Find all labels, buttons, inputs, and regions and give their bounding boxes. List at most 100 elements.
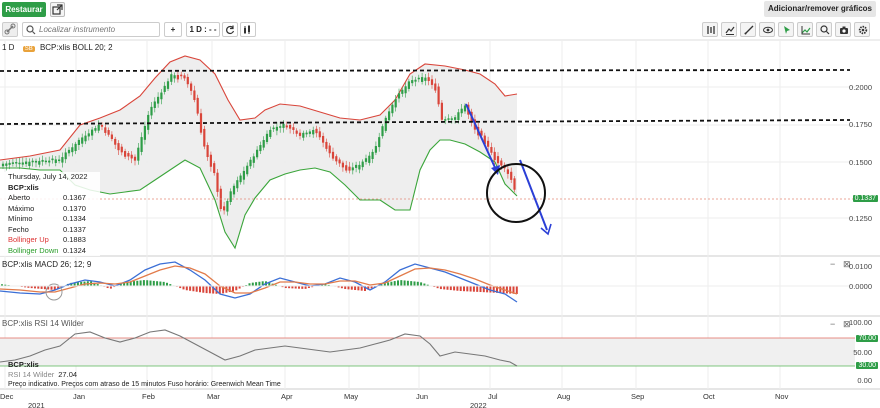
macd-bar (30, 286, 33, 289)
candle-body (417, 77, 420, 80)
macd-bar (208, 286, 211, 294)
candle-body (41, 159, 44, 162)
chart-type-button[interactable] (240, 22, 256, 37)
candle-body (130, 154, 133, 159)
macd-bar (70, 282, 73, 286)
candle-body (196, 97, 199, 114)
macd-lines (0, 261, 518, 303)
candle-body (256, 149, 259, 158)
macd-bar (4, 284, 7, 286)
macd-bar (258, 281, 261, 286)
zoom-chart-button[interactable] (797, 22, 813, 37)
candle-body (223, 206, 226, 211)
x-label-aug: Aug (557, 392, 571, 401)
candle-body (137, 147, 140, 161)
chart-toolbar: + 1 D : - - (0, 21, 880, 39)
macd-bar (463, 286, 465, 292)
cursor-icon (784, 26, 790, 34)
candle-body (252, 156, 255, 163)
candle-body (279, 126, 282, 128)
indicators-icon (725, 26, 735, 35)
popout-button[interactable] (50, 2, 65, 17)
rsi-minimize-button[interactable]: − (830, 319, 836, 329)
candle-body (345, 165, 348, 171)
rsi-badge-70: 70.00 (856, 335, 878, 342)
macd-bar (479, 286, 482, 293)
candle-body (302, 132, 305, 138)
candle-body (262, 140, 265, 148)
x-label-dec: Dec (0, 392, 14, 401)
macd-bar (327, 284, 330, 286)
macd-bar (182, 286, 185, 290)
screenshot-button[interactable] (835, 22, 851, 37)
gear-icon (858, 25, 868, 35)
info-row-boll-down: Bollinger Down 0.1324 (8, 245, 86, 255)
candle-body (312, 129, 315, 135)
macd-bar (439, 286, 442, 290)
candle-body (513, 178, 516, 190)
candle-body (81, 137, 84, 144)
macd-pane-title: BCP:xlis MACD 26; 12; 9 (2, 260, 92, 269)
macd-bar (169, 284, 172, 286)
rsi-pane-title: BCP:xlis RSI 14 Wilder (2, 319, 84, 328)
x-label-oct: Oct (703, 392, 715, 401)
candle-body (483, 135, 486, 145)
indicators-button[interactable] (721, 22, 737, 37)
candle-body (506, 169, 509, 174)
restore-button[interactable]: Restaurar (2, 2, 46, 17)
settings-button[interactable] (854, 22, 870, 37)
candle-body (213, 163, 216, 174)
candle-body (15, 162, 18, 164)
search-input[interactable] (39, 24, 157, 35)
candle-body (444, 119, 447, 121)
add-instrument-button[interactable]: + (164, 22, 182, 37)
x-label-mar: Mar (207, 392, 220, 401)
visibility-button[interactable] (759, 22, 775, 37)
macd-minimize-button[interactable]: − (830, 259, 836, 269)
add-remove-charts-button[interactable]: Adicionar/remover gráficos (764, 1, 876, 17)
candle-body (292, 127, 295, 130)
macd-bar (472, 286, 475, 292)
candle-body (361, 161, 364, 168)
cursor-button[interactable] (778, 22, 794, 37)
candle-body (249, 159, 252, 167)
candle-body (325, 141, 328, 149)
macd-bar (397, 280, 399, 286)
candle-body (150, 106, 153, 116)
macd-bar (406, 280, 409, 286)
instrument-search[interactable] (22, 22, 160, 37)
macd-bar (255, 282, 258, 286)
candle-body (355, 164, 358, 168)
candle-body (305, 132, 308, 135)
candle-body (391, 104, 394, 114)
macd-bar (337, 286, 340, 288)
month-gridlines (4, 40, 781, 389)
macd-bar (291, 286, 294, 289)
draw-button[interactable] (740, 22, 756, 37)
macd-bar (509, 286, 512, 294)
zoom-button[interactable] (816, 22, 832, 37)
candle-body (308, 131, 311, 134)
candle-body (209, 154, 212, 167)
y-tick-2: 0.1500 (849, 158, 872, 167)
candle-body (87, 133, 90, 137)
macd-bar (34, 286, 36, 289)
rsi-close-button[interactable]: ⊠ (843, 319, 851, 329)
ohlc-info-box: Thursday, July 14, 2022 BCP:xlis Aberto 0… (0, 172, 100, 256)
macd-close-button[interactable]: ⊠ (843, 259, 851, 269)
macd-bar (80, 281, 83, 286)
macd-bar (489, 286, 492, 293)
macd-bar (512, 286, 515, 294)
refresh-button[interactable] (222, 22, 238, 37)
interval-select[interactable]: 1 D : - - (186, 22, 220, 37)
macd-bar (195, 286, 198, 292)
resistance-line-mid (0, 119, 851, 125)
rsi-badge-30: 30.00 (856, 362, 878, 369)
candles-tool-button[interactable] (702, 22, 718, 37)
candle-body (94, 128, 97, 131)
macd-bar (212, 286, 215, 294)
link-button[interactable] (2, 22, 18, 37)
candle-body (246, 165, 249, 175)
candle-body (91, 129, 94, 136)
